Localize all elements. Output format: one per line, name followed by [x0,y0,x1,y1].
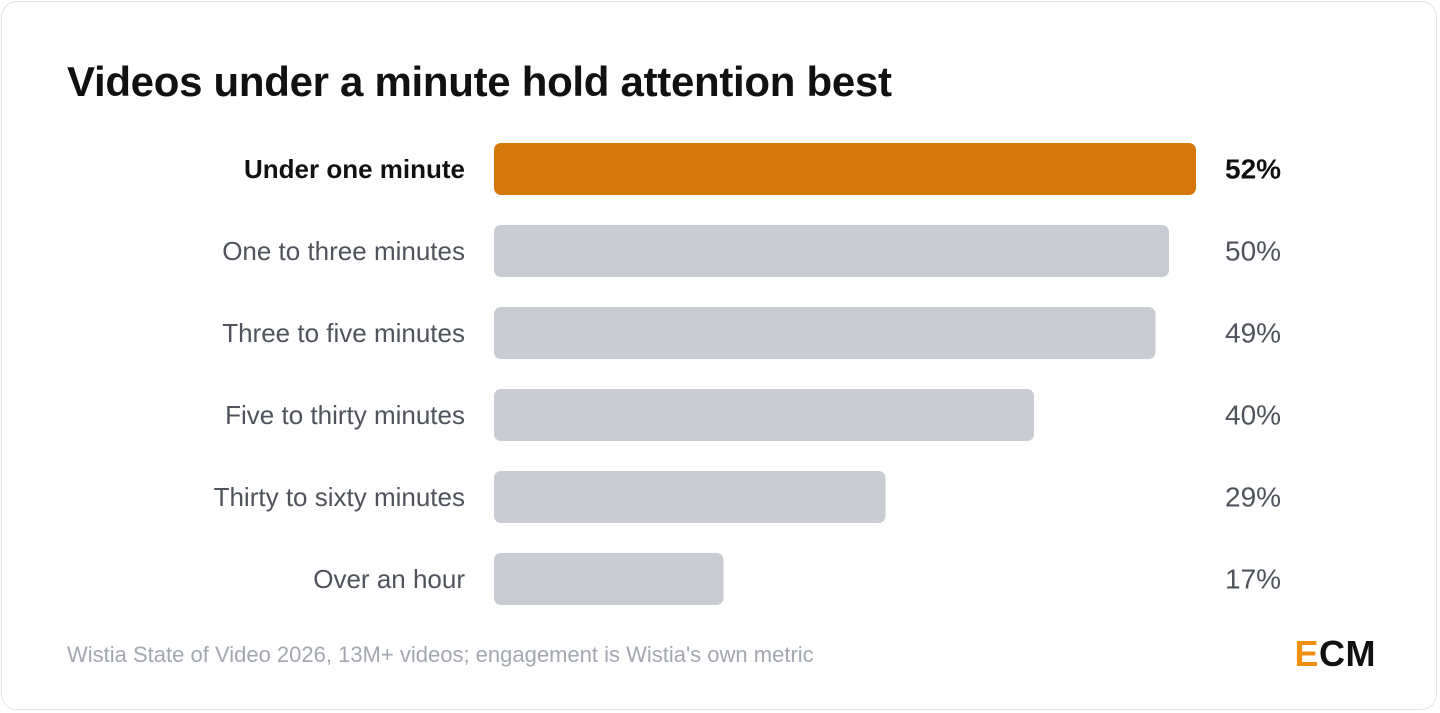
value-label: 17% [1225,564,1281,595]
value-label: 49% [1225,318,1281,349]
category-label: Five to thirty minutes [225,400,465,430]
bar [494,307,1156,359]
logo-accent-letter: E [1294,633,1319,674]
chart-title: Videos under a minute hold attention bes… [67,58,892,105]
logo-rest: CM [1319,633,1376,674]
category-label: Over an hour [313,564,465,594]
category-label: Under one minute [244,154,465,184]
source-note: Wistia State of Video 2026, 13M+ videos;… [67,642,814,667]
category-label: Thirty to sixty minutes [214,482,465,512]
brand-logo: ECM [1294,633,1376,675]
value-label: 29% [1225,482,1281,513]
category-label: Three to five minutes [222,318,465,348]
bar [494,389,1034,441]
bar [494,471,886,523]
bar [494,553,724,605]
bar [494,225,1169,277]
value-label: 52% [1225,154,1281,185]
value-label: 40% [1225,400,1281,431]
category-label: One to three minutes [222,236,465,266]
value-label: 50% [1225,236,1281,267]
bar-highlight [494,143,1196,195]
